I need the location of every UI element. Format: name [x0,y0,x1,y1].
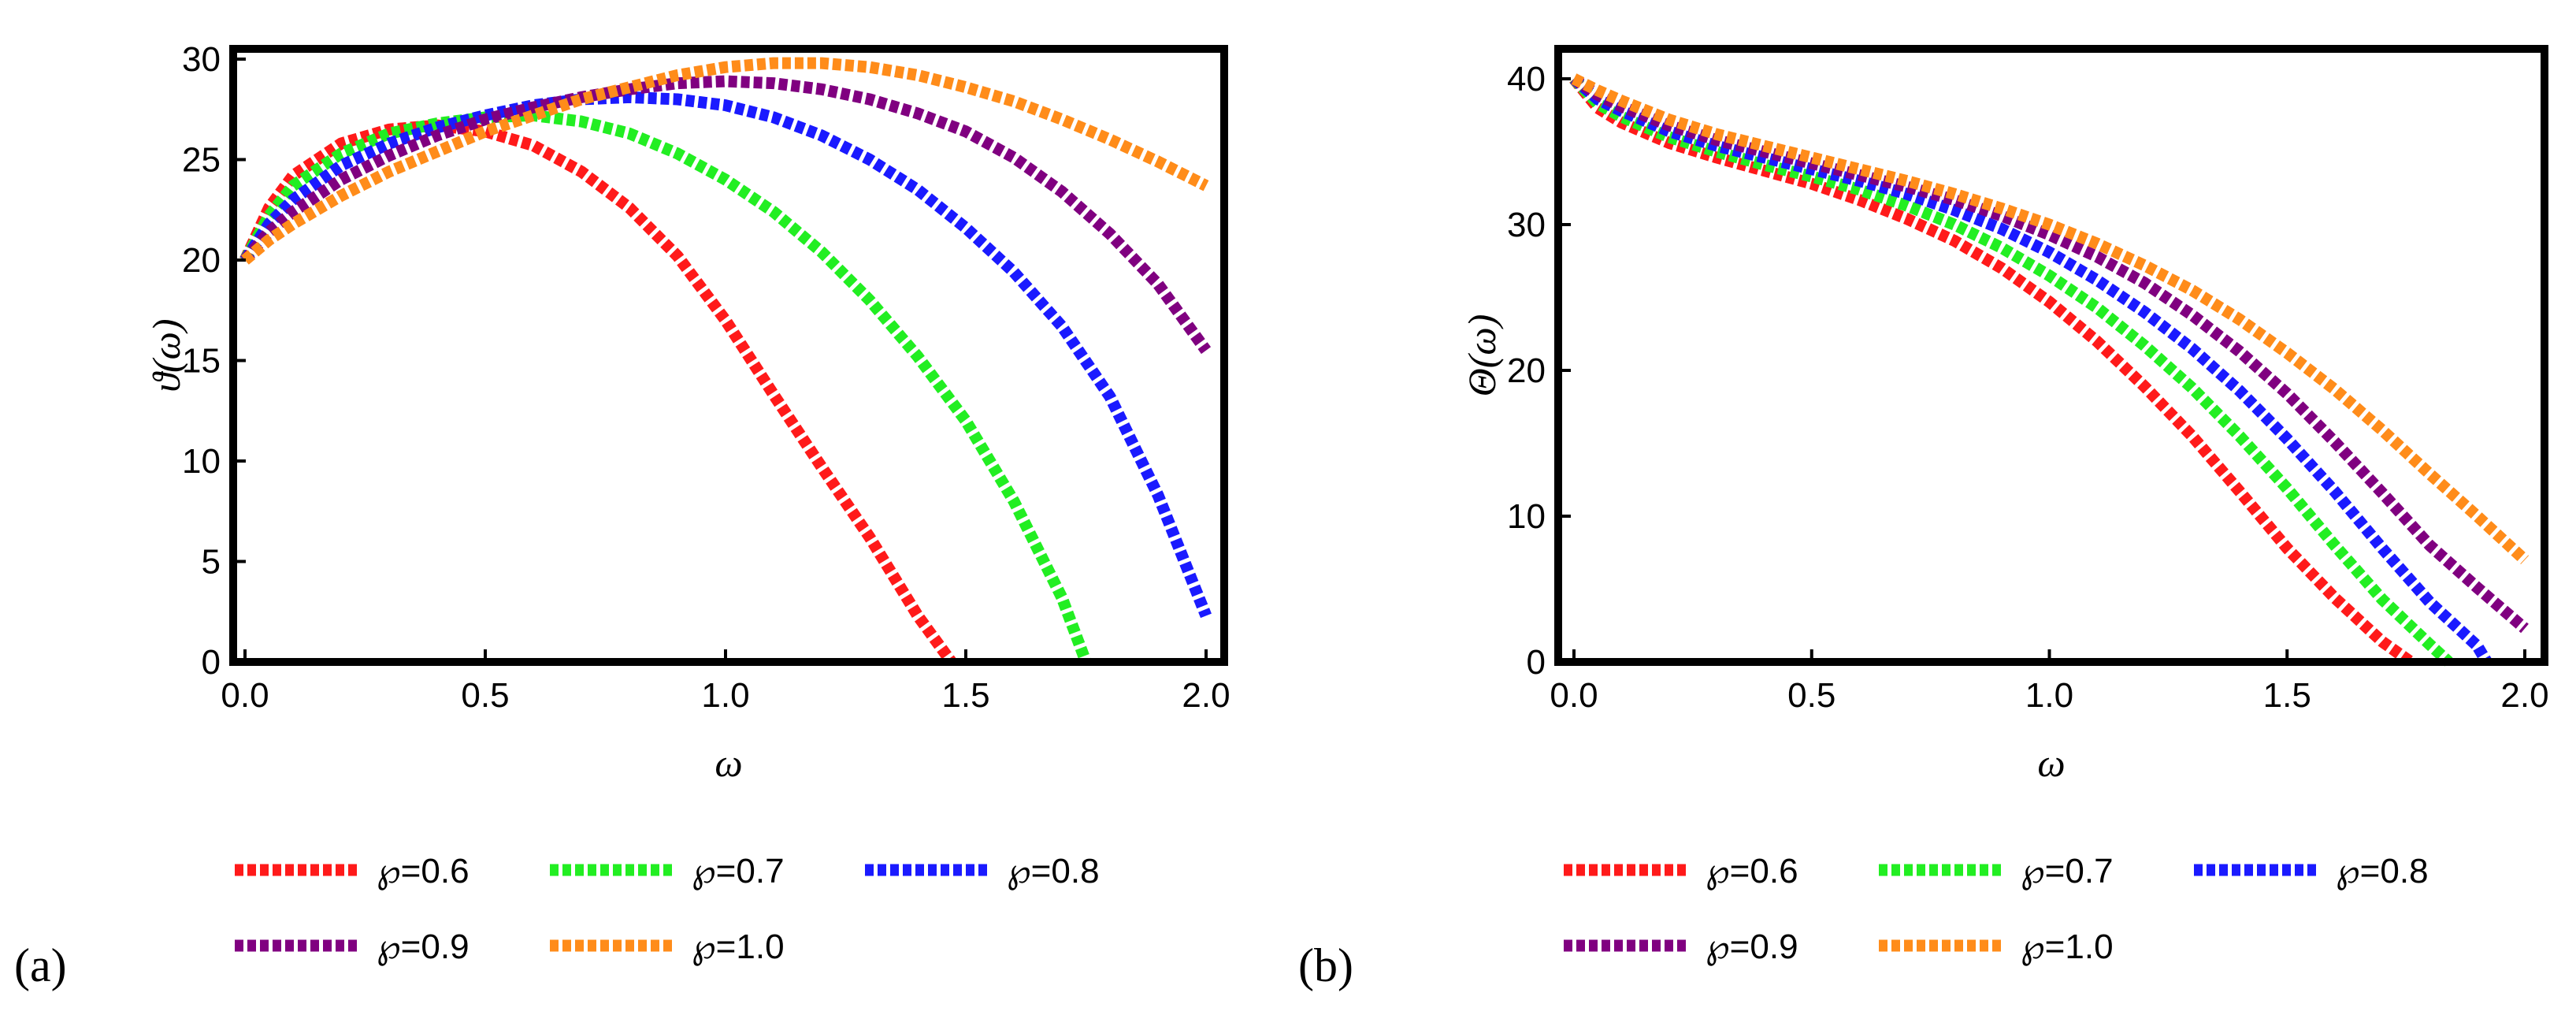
panel-a-legend-label-1: ℘=0.7 [692,852,785,890]
panel-b-y-tick-label: 40 [1507,60,1546,99]
panel-b-y-axis-label: Θ(ω) [1460,314,1504,397]
panel-a-y-tick-label: 5 [202,543,221,582]
panel-a-y-tick-label: 30 [182,40,221,79]
panel-a-curves [239,57,1212,666]
panel-a-legend-label-0: ℘=0.6 [377,852,470,890]
panel-a-y-tick-label: 15 [182,342,221,381]
panel-a-x-tick-label: 1.5 [941,676,989,715]
panel-b-x-tick-label: 1.5 [2263,676,2311,715]
panel-a: 0.0 0.5 1.0 1.5 2.0 0 5 10 15 20 25 30 ω ϑ(ω) ℘=0.… [14,40,1230,991]
panel-a-y-tick-label: 0 [202,643,221,682]
panel-a-series-line-0 [239,119,956,666]
panel-b-legend-label-2: ℘=0.8 [2336,852,2429,890]
panel-b-curves [1569,73,2530,667]
panel-b-legend-label-1: ℘=0.7 [2021,852,2114,890]
panel-a-x-tick-label: 0.5 [461,676,509,715]
panel-a-legend-label-2: ℘=0.8 [1007,852,1100,890]
panel-a-y-tick-label: 10 [182,442,221,481]
panel-a-series-line-2 [239,91,1212,619]
panel-b-series-line-4 [1571,73,2530,565]
panel-a-series-line-4 [241,57,1209,265]
panel-a-x-tick-label: 2.0 [1182,676,1230,715]
panel-b-legend-label-4: ℘=1.0 [2021,928,2114,966]
panel-a-x-tick-label: 1.0 [701,676,749,715]
panel-a-y-tick-label: 25 [182,141,221,180]
panel-b-y-ticks: 0 10 20 30 40 [1507,60,1571,682]
panel-a-x-axis-label: ω [715,741,742,785]
panel-a-x-ticks: 0.0 0.5 1.0 1.5 2.0 [221,649,1230,715]
panel-a-legend: ℘=0.6 ℘=0.7 ℘=0.8 ℘=0.9 ℘=1.0 [235,852,1100,966]
panel-b-y-tick-label: 20 [1507,351,1546,390]
panel-b-y-tick-label: 0 [1527,643,1546,682]
panel-b-legend: ℘=0.6 ℘=0.7 ℘=0.8 ℘=0.9 ℘=1.0 [1564,852,2429,966]
panel-b-x-tick-label: 1.0 [2025,676,2073,715]
panel-a-legend-label-3: ℘=0.9 [377,928,470,966]
panel-b-legend-label-0: ℘=0.6 [1706,852,1798,890]
panel-b-series-line-0 [1569,75,2415,667]
panel-a-legend-label-4: ℘=1.0 [692,928,785,966]
panel-a-y-ticks: 0 5 10 15 20 25 30 [182,40,246,682]
panel-a-x-tick-label: 0.0 [221,676,269,715]
panel-a-y-tick-label: 20 [182,241,221,280]
panel-b-y-tick-label: 10 [1507,497,1546,536]
panel-b-y-tick-label: 30 [1507,206,1546,244]
panel-b-x-axis-label: ω [2037,741,2065,785]
panel-a-y-axis-label: ϑ(ω) [144,318,188,392]
panel-a-series-line-1 [239,109,1092,664]
panel-b-x-tick-label: 2.0 [2500,676,2548,715]
panel-b-legend-label-3: ℘=0.9 [1706,928,1798,966]
panel-b-plot-frame [1554,45,2548,666]
panel-b-x-tick-label: 0.0 [1550,676,1598,715]
panel-b-x-tick-label: 0.5 [1787,676,1835,715]
panel-b-series-line-2 [1570,74,2492,665]
panel-a-series-line-3 [240,75,1212,355]
panel-a-label: (a) [14,939,67,991]
panel-a-plot-frame [229,45,1228,666]
panel-b-x-ticks: 0.0 0.5 1.0 1.5 2.0 [1550,649,2549,715]
panel-b-label: (b) [1298,939,1353,991]
